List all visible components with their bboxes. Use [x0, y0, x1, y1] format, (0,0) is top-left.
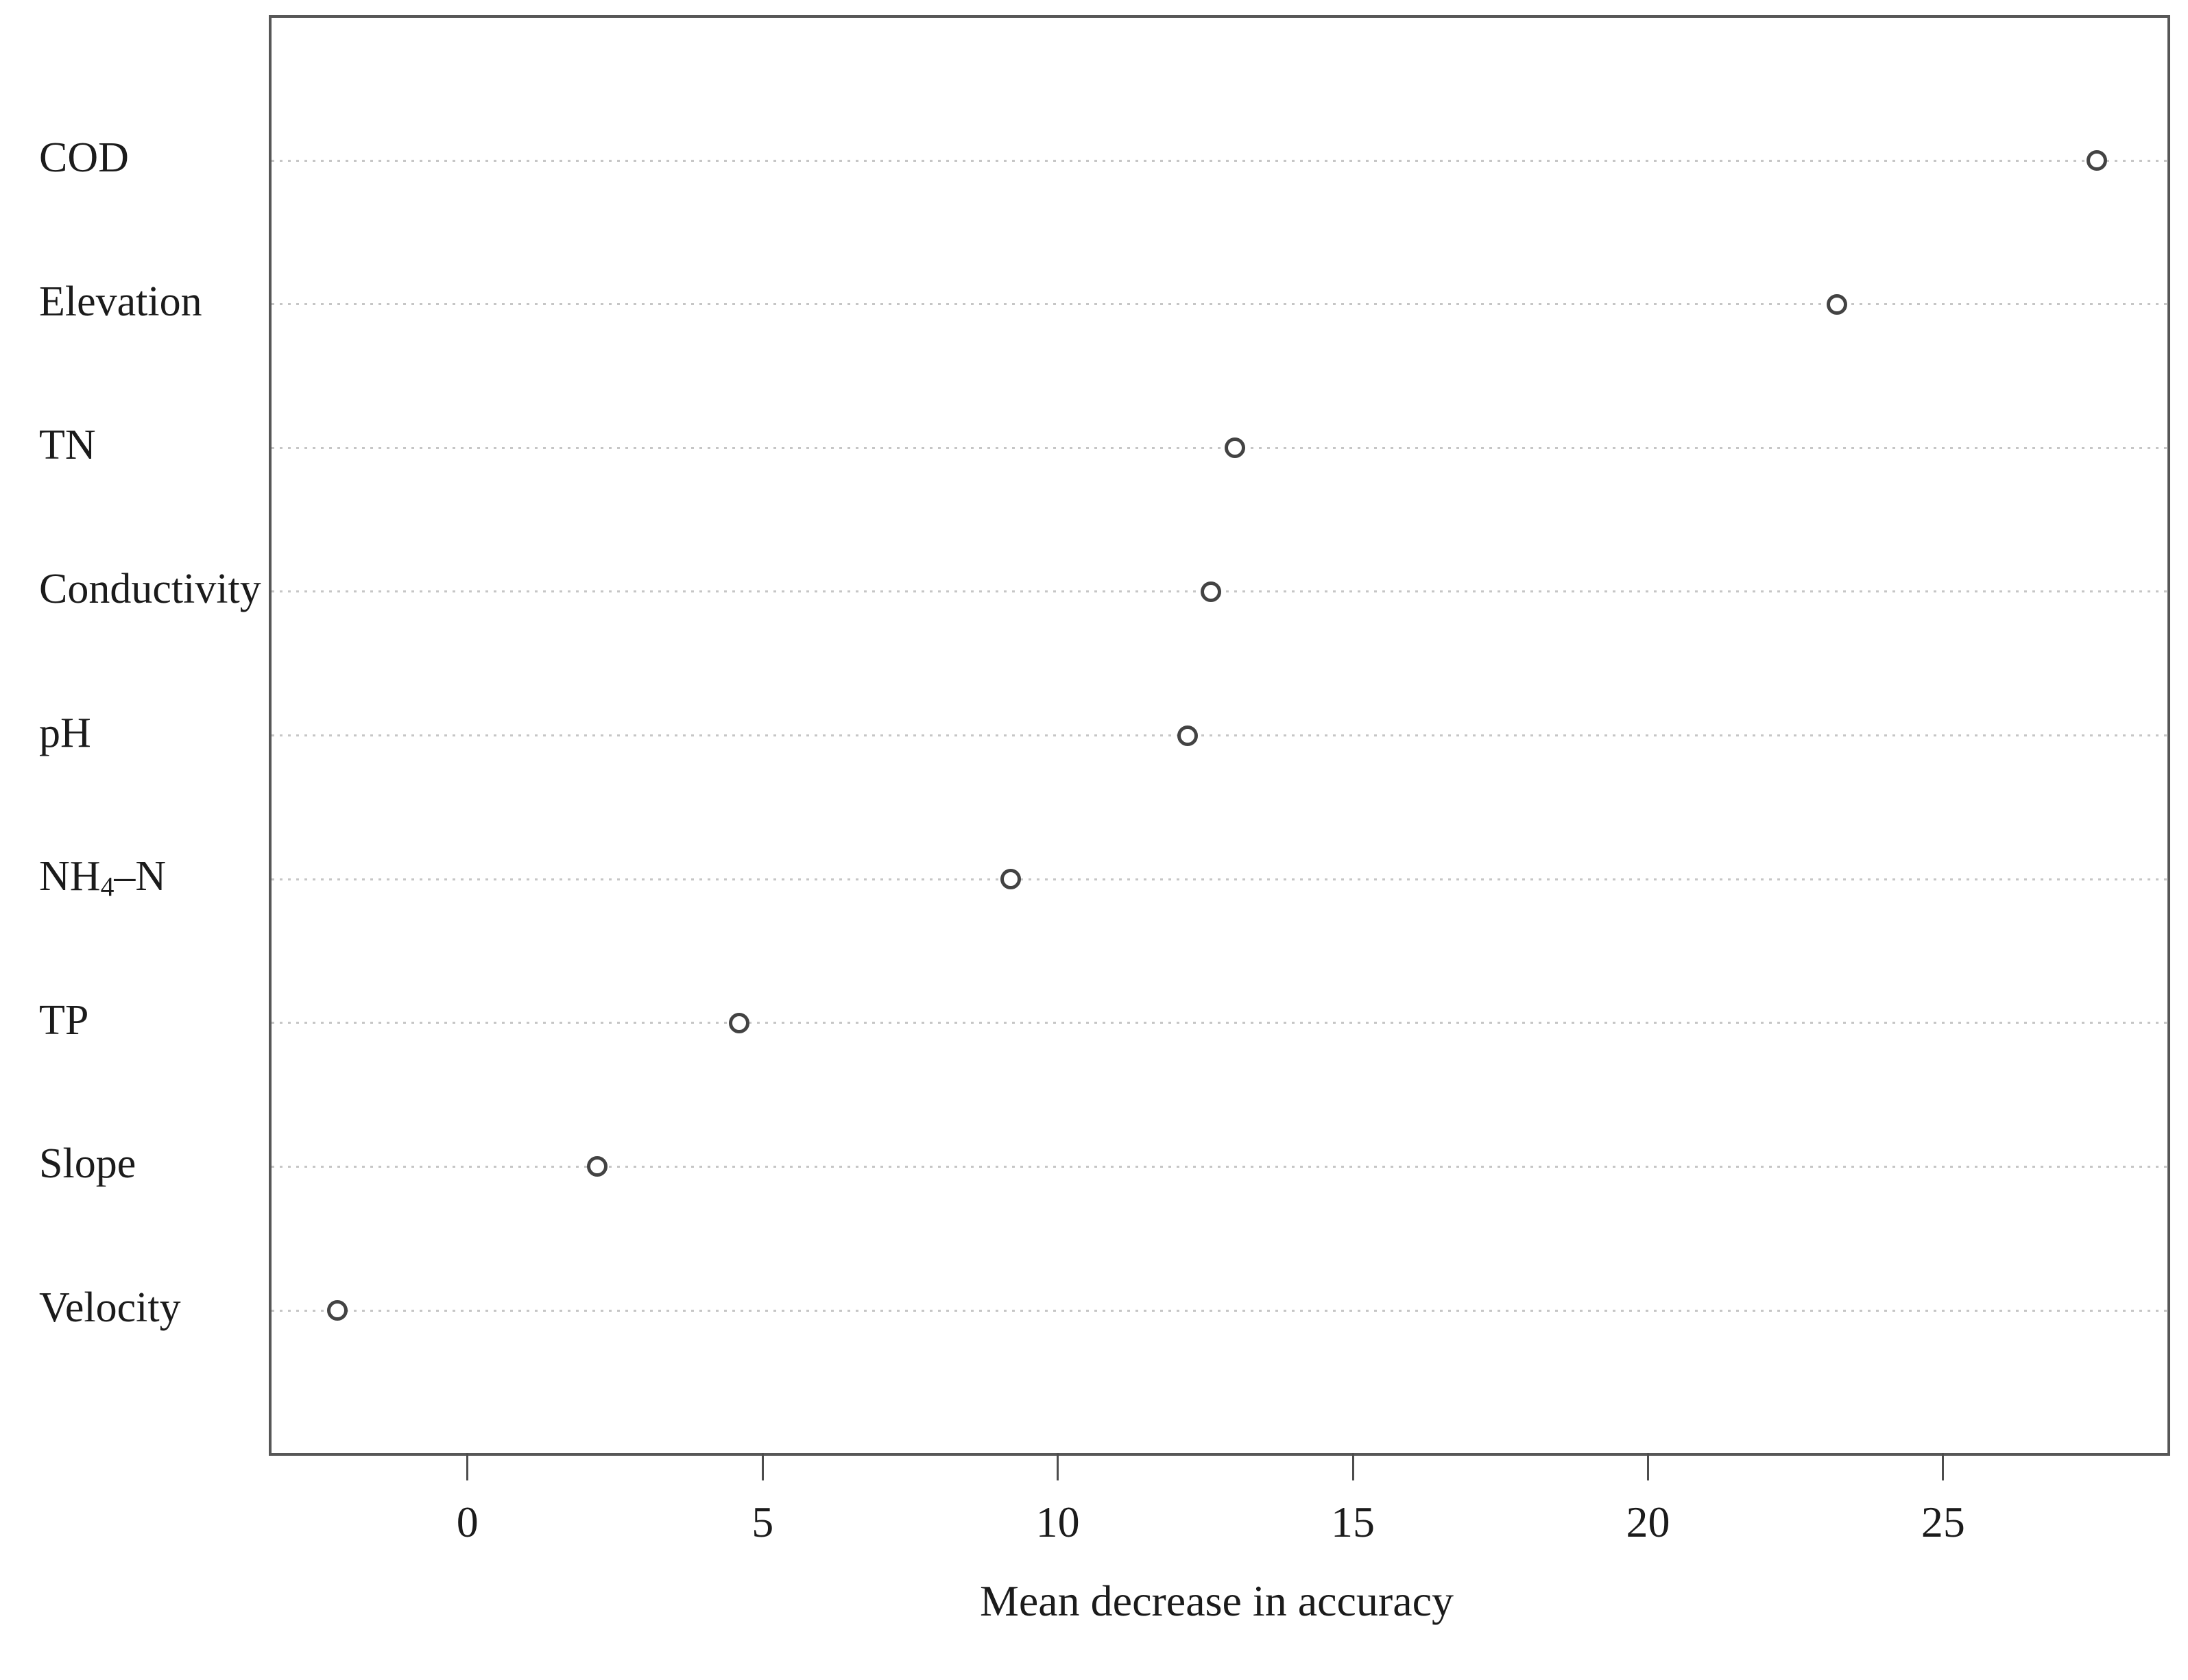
- y-label-tp: TP: [39, 996, 89, 1044]
- gridline-ph: [272, 734, 2167, 736]
- x-tick-mark-5: [761, 1453, 764, 1480]
- gridline-nh4-n: [272, 878, 2167, 880]
- gridline-cod: [272, 159, 2167, 162]
- data-point-tn: [1224, 437, 1245, 459]
- nh4-label-subscript: 4: [100, 872, 115, 902]
- gridline-slope: [272, 1165, 2167, 1168]
- x-tick-label-15: 15: [1331, 1498, 1375, 1546]
- x-axis-title: Mean decrease in accuracy: [979, 1576, 1454, 1625]
- x-tick-mark-10: [1057, 1453, 1059, 1480]
- gridline-tn: [272, 446, 2167, 449]
- data-point-slope: [587, 1156, 608, 1177]
- y-label-elevation: Elevation: [39, 278, 202, 325]
- data-point-elevation: [1826, 293, 1847, 315]
- x-tick-label-0: 0: [456, 1498, 479, 1546]
- data-point-cod: [2086, 150, 2107, 171]
- data-point-nh4-n: [1000, 869, 1021, 890]
- x-tick-label-10: 10: [1035, 1498, 1080, 1546]
- data-point-ph: [1177, 725, 1198, 746]
- y-label-slope: Slope: [39, 1140, 136, 1188]
- y-label-ph: pH: [39, 709, 91, 756]
- data-point-tp: [728, 1012, 749, 1033]
- x-tick-mark-20: [1646, 1453, 1649, 1480]
- data-point-velocity: [327, 1300, 348, 1321]
- gridline-tp: [272, 1022, 2167, 1024]
- y-label-cod: COD: [39, 134, 129, 181]
- x-tick-label-20: 20: [1626, 1498, 1670, 1546]
- y-label-tn: TN: [39, 422, 96, 469]
- y-label-conductivity: Conductivity: [39, 565, 261, 612]
- y-label-nh4-n: NH4–N: [39, 849, 166, 904]
- x-tick-mark-25: [1942, 1453, 1945, 1480]
- data-point-conductivity: [1201, 581, 1222, 602]
- x-tick-mark-15: [1351, 1453, 1354, 1480]
- plot-area: [269, 15, 2170, 1456]
- gridline-velocity: [272, 1309, 2167, 1312]
- x-tick-mark-0: [466, 1453, 469, 1480]
- nh4-label-pre: NH: [39, 853, 101, 900]
- x-tick-label-25: 25: [1921, 1498, 1965, 1546]
- x-tick-label-5: 5: [752, 1498, 774, 1546]
- gridline-elevation: [272, 303, 2167, 306]
- nh4-label-post: –N: [114, 853, 167, 900]
- y-label-velocity: Velocity: [39, 1284, 181, 1331]
